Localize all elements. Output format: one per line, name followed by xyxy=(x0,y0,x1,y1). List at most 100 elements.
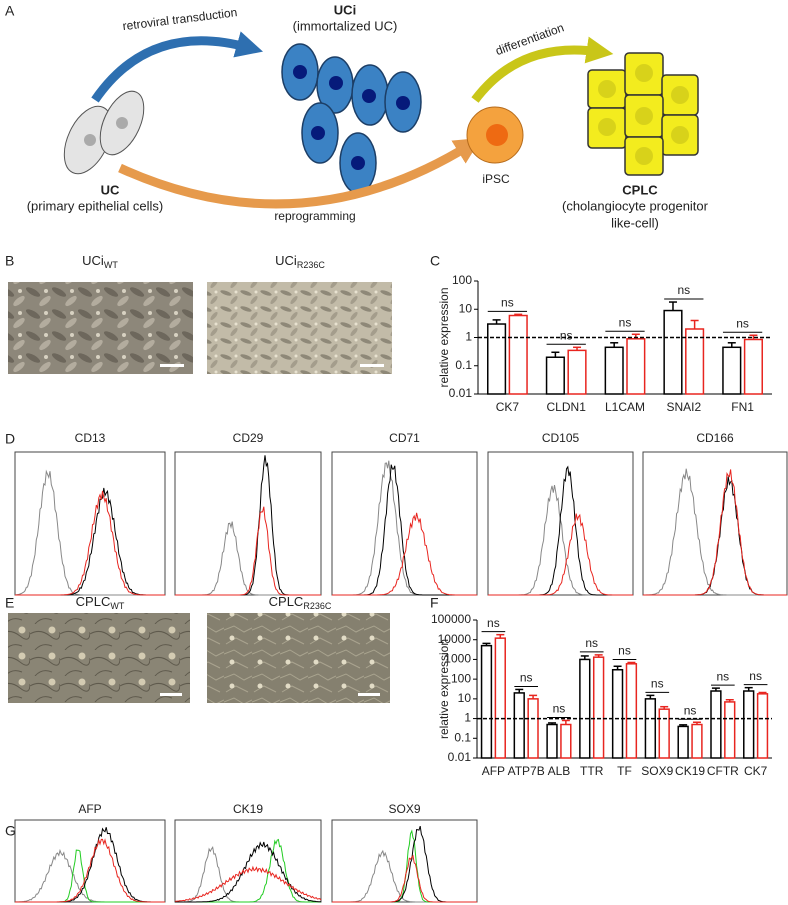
bar xyxy=(527,698,539,759)
bar xyxy=(579,658,591,759)
bar xyxy=(592,656,605,759)
label: (immortalized UC) xyxy=(293,18,398,33)
bar xyxy=(513,692,525,759)
flow-curve xyxy=(488,485,633,596)
flow-curve xyxy=(643,469,787,596)
flow-title: CK19 xyxy=(233,802,263,816)
arrow xyxy=(91,31,264,103)
micrograph xyxy=(8,613,190,703)
bar xyxy=(756,693,769,759)
significance-label: ns xyxy=(716,669,729,683)
bar xyxy=(743,690,755,759)
y-tick-label: 1 xyxy=(464,711,471,725)
label: reprogramming xyxy=(274,209,355,223)
significance-label: ns xyxy=(553,702,566,716)
bar xyxy=(644,698,657,759)
flow-curve xyxy=(332,464,477,596)
significance-label: ns xyxy=(749,669,762,683)
bar xyxy=(487,323,507,395)
y-tick-label: 0.1 xyxy=(455,358,472,372)
ipsc-nucleus xyxy=(486,124,508,146)
flow-curve xyxy=(175,521,321,596)
bar xyxy=(677,725,689,759)
bar xyxy=(685,328,705,395)
significance-label: ns xyxy=(487,616,500,630)
significance-label: ns xyxy=(651,677,664,691)
flow-frame xyxy=(14,451,166,596)
bar xyxy=(625,663,638,759)
panel-label: A xyxy=(5,3,15,19)
scale-bar xyxy=(360,364,384,367)
bar xyxy=(724,701,736,759)
y-tick-label: 10000 xyxy=(438,632,472,646)
label: iPSC xyxy=(482,172,510,186)
x-tick-label: AFP xyxy=(482,764,505,778)
y-axis-label: relative expression xyxy=(437,639,451,739)
flow-curve xyxy=(14,848,165,903)
flow-frame xyxy=(174,451,322,596)
label: (primary epithelial cells) xyxy=(27,198,164,213)
y-tick-label: 1000 xyxy=(444,652,471,666)
flow-curve xyxy=(488,465,633,596)
bar xyxy=(710,690,722,759)
flow-curve xyxy=(332,825,477,903)
bar xyxy=(743,338,763,395)
flow-curve xyxy=(332,849,477,903)
micrograph xyxy=(8,282,193,374)
image-title: CPLCR236C xyxy=(269,594,332,611)
flow-curve xyxy=(175,841,322,903)
x-tick-label: FN1 xyxy=(731,400,754,414)
bar xyxy=(611,668,624,759)
bar xyxy=(480,644,493,759)
significance-label: ns xyxy=(619,315,632,329)
label: UC xyxy=(101,182,120,197)
x-tick-label: ALB xyxy=(548,764,571,778)
flow-curve xyxy=(15,838,165,903)
x-tick-label: SOX9 xyxy=(641,764,673,778)
flow-frame xyxy=(642,451,788,596)
arrow xyxy=(118,137,482,209)
x-tick-label: TTR xyxy=(580,764,604,778)
image-title: CPLCWT xyxy=(76,594,125,611)
significance-label: ns xyxy=(736,316,749,330)
significance-label: ns xyxy=(618,644,631,658)
flow-title: CD13 xyxy=(75,431,106,445)
y-tick-label: 100 xyxy=(451,671,471,685)
bar xyxy=(722,346,742,395)
bar xyxy=(663,309,683,395)
x-tick-label: CK7 xyxy=(496,400,520,414)
bar xyxy=(546,723,558,759)
flow-curve xyxy=(174,865,322,902)
x-tick-label: L1CAM xyxy=(605,400,645,414)
panel-label: B xyxy=(5,253,14,269)
bar xyxy=(567,349,587,395)
flow-curve xyxy=(175,455,321,596)
flow-curve xyxy=(332,460,477,596)
significance-label: ns xyxy=(560,328,573,342)
panel-label: G xyxy=(5,823,16,839)
y-tick-label: 10 xyxy=(459,301,473,315)
x-tick-label: CLDN1 xyxy=(547,400,587,414)
significance-label: ns xyxy=(677,283,690,297)
panel-label: D xyxy=(5,431,15,447)
y-tick-label: 100 xyxy=(452,273,472,287)
flow-curve xyxy=(643,468,787,596)
flow-frame xyxy=(331,819,478,903)
flow-title: AFP xyxy=(78,802,101,816)
image-title: UCiR236C xyxy=(275,253,325,270)
bar xyxy=(626,338,646,395)
label: (cholangiocyte progenitor xyxy=(562,198,709,213)
flow-curve xyxy=(175,506,321,596)
micrograph xyxy=(207,613,390,703)
label: like-cell) xyxy=(611,215,659,230)
flow-title: CD71 xyxy=(389,431,420,445)
x-tick-label: CFTR xyxy=(707,764,739,778)
y-tick-label: 100000 xyxy=(431,612,471,626)
bar xyxy=(545,356,565,395)
image-title: UCiWT xyxy=(82,253,118,270)
scale-bar xyxy=(160,364,184,367)
panel-label: F xyxy=(430,595,439,611)
y-tick-label: 1 xyxy=(465,330,472,344)
panel-label: C xyxy=(430,253,440,269)
